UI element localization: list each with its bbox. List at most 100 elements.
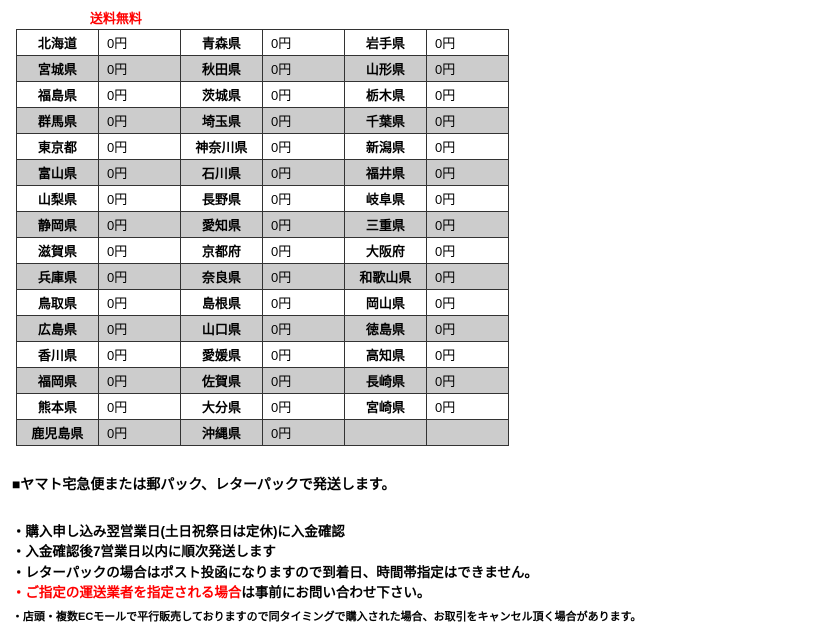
fee-cell: 0円: [263, 342, 345, 368]
fee-cell: 0円: [263, 160, 345, 186]
prefecture-cell: 秋田県: [181, 56, 263, 82]
fee-cell: 0円: [99, 56, 181, 82]
prefecture-cell: 岩手県: [345, 30, 427, 56]
fee-cell: 0円: [99, 186, 181, 212]
fee-cell: 0円: [99, 394, 181, 420]
prefecture-cell: 三重県: [345, 212, 427, 238]
fee-cell: 0円: [99, 108, 181, 134]
fee-cell: 0円: [427, 212, 509, 238]
fee-cell: 0円: [263, 108, 345, 134]
fee-cell: 0円: [427, 316, 509, 342]
fee-cell: 0円: [263, 212, 345, 238]
prefecture-cell: 兵庫県: [17, 264, 99, 290]
prefecture-cell: [345, 420, 427, 446]
fee-cell: 0円: [263, 238, 345, 264]
fee-cell: 0円: [263, 134, 345, 160]
fee-cell: 0円: [263, 82, 345, 108]
fee-cell: 0円: [263, 290, 345, 316]
prefecture-cell: 愛媛県: [181, 342, 263, 368]
fee-cell: 0円: [427, 342, 509, 368]
prefecture-cell: 沖縄県: [181, 420, 263, 446]
free-shipping-label: 送料無料: [90, 8, 814, 27]
table-row: 福島県0円茨城県0円栃木県0円: [17, 82, 509, 108]
fee-cell: 0円: [427, 56, 509, 82]
prefecture-cell: 埼玉県: [181, 108, 263, 134]
note-item: ・ご指定の運送業者を指定される場合は事前にお問い合わせ下さい。: [12, 583, 814, 603]
prefecture-cell: 岡山県: [345, 290, 427, 316]
prefecture-cell: 富山県: [17, 160, 99, 186]
fee-cell: 0円: [427, 394, 509, 420]
prefecture-cell: 静岡県: [17, 212, 99, 238]
prefecture-cell: 宮崎県: [345, 394, 427, 420]
fee-cell: 0円: [263, 186, 345, 212]
prefecture-cell: 福井県: [345, 160, 427, 186]
fee-cell: 0円: [263, 368, 345, 394]
table-row: 鹿児島県0円沖縄県0円: [17, 420, 509, 446]
table-row: 東京都0円神奈川県0円新潟県0円: [17, 134, 509, 160]
table-row: 静岡県0円愛知県0円三重県0円: [17, 212, 509, 238]
fee-cell: 0円: [263, 264, 345, 290]
prefecture-cell: 京都府: [181, 238, 263, 264]
fee-cell: 0円: [263, 394, 345, 420]
table-row: 福岡県0円佐賀県0円長崎県0円: [17, 368, 509, 394]
table-row: 広島県0円山口県0円徳島県0円: [17, 316, 509, 342]
prefecture-cell: 岐阜県: [345, 186, 427, 212]
table-row: 鳥取県0円島根県0円岡山県0円: [17, 290, 509, 316]
prefecture-cell: 鳥取県: [17, 290, 99, 316]
prefecture-cell: 石川県: [181, 160, 263, 186]
prefecture-cell: 広島県: [17, 316, 99, 342]
table-row: 宮城県0円秋田県0円山形県0円: [17, 56, 509, 82]
prefecture-cell: 大分県: [181, 394, 263, 420]
note-item: ・レターパックの場合はポスト投函になりますので到着日、時間帯指定はできません。: [12, 563, 814, 583]
shipping-fee-table: 北海道0円青森県0円岩手県0円宮城県0円秋田県0円山形県0円福島県0円茨城県0円…: [16, 29, 509, 446]
note-highlight: ・ご指定の運送業者を指定される場合: [12, 585, 242, 600]
fee-cell: 0円: [99, 342, 181, 368]
prefecture-cell: 長野県: [181, 186, 263, 212]
fee-cell: 0円: [427, 82, 509, 108]
prefecture-cell: 大阪府: [345, 238, 427, 264]
fee-cell: 0円: [99, 368, 181, 394]
prefecture-cell: 茨城県: [181, 82, 263, 108]
fee-cell: 0円: [427, 368, 509, 394]
prefecture-cell: 山形県: [345, 56, 427, 82]
fee-cell: 0円: [427, 160, 509, 186]
prefecture-cell: 滋賀県: [17, 238, 99, 264]
prefecture-cell: 山口県: [181, 316, 263, 342]
prefecture-cell: 島根県: [181, 290, 263, 316]
fee-cell: 0円: [263, 420, 345, 446]
prefecture-cell: 佐賀県: [181, 368, 263, 394]
fee-cell: 0円: [427, 290, 509, 316]
fee-cell: 0円: [99, 160, 181, 186]
prefecture-cell: 群馬県: [17, 108, 99, 134]
fee-cell: 0円: [99, 82, 181, 108]
fee-cell: 0円: [99, 316, 181, 342]
table-row: 北海道0円青森県0円岩手県0円: [17, 30, 509, 56]
fee-cell: 0円: [427, 186, 509, 212]
prefecture-cell: 奈良県: [181, 264, 263, 290]
fee-cell: 0円: [99, 290, 181, 316]
shipping-method-title: ■ヤマト宅急便または郵パック、レターパックで発送します。: [12, 474, 814, 494]
fee-cell: 0円: [263, 56, 345, 82]
table-row: 熊本県0円大分県0円宮崎県0円: [17, 394, 509, 420]
fee-cell: 0円: [427, 108, 509, 134]
prefecture-cell: 千葉県: [345, 108, 427, 134]
fee-cell: 0円: [427, 264, 509, 290]
prefecture-cell: 長崎県: [345, 368, 427, 394]
prefecture-cell: 青森県: [181, 30, 263, 56]
prefecture-cell: 福岡県: [17, 368, 99, 394]
table-row: 滋賀県0円京都府0円大阪府0円: [17, 238, 509, 264]
fee-cell: 0円: [99, 30, 181, 56]
table-row: 香川県0円愛媛県0円高知県0円: [17, 342, 509, 368]
fee-cell: [427, 420, 509, 446]
prefecture-cell: 鹿児島県: [17, 420, 99, 446]
note-text: は事前にお問い合わせ下さい。: [242, 585, 431, 600]
prefecture-cell: 香川県: [17, 342, 99, 368]
prefecture-cell: 東京都: [17, 134, 99, 160]
fee-cell: 0円: [99, 420, 181, 446]
fee-cell: 0円: [427, 30, 509, 56]
prefecture-cell: 高知県: [345, 342, 427, 368]
prefecture-cell: 神奈川県: [181, 134, 263, 160]
table-row: 兵庫県0円奈良県0円和歌山県0円: [17, 264, 509, 290]
fee-cell: 0円: [427, 238, 509, 264]
prefecture-cell: 愛知県: [181, 212, 263, 238]
